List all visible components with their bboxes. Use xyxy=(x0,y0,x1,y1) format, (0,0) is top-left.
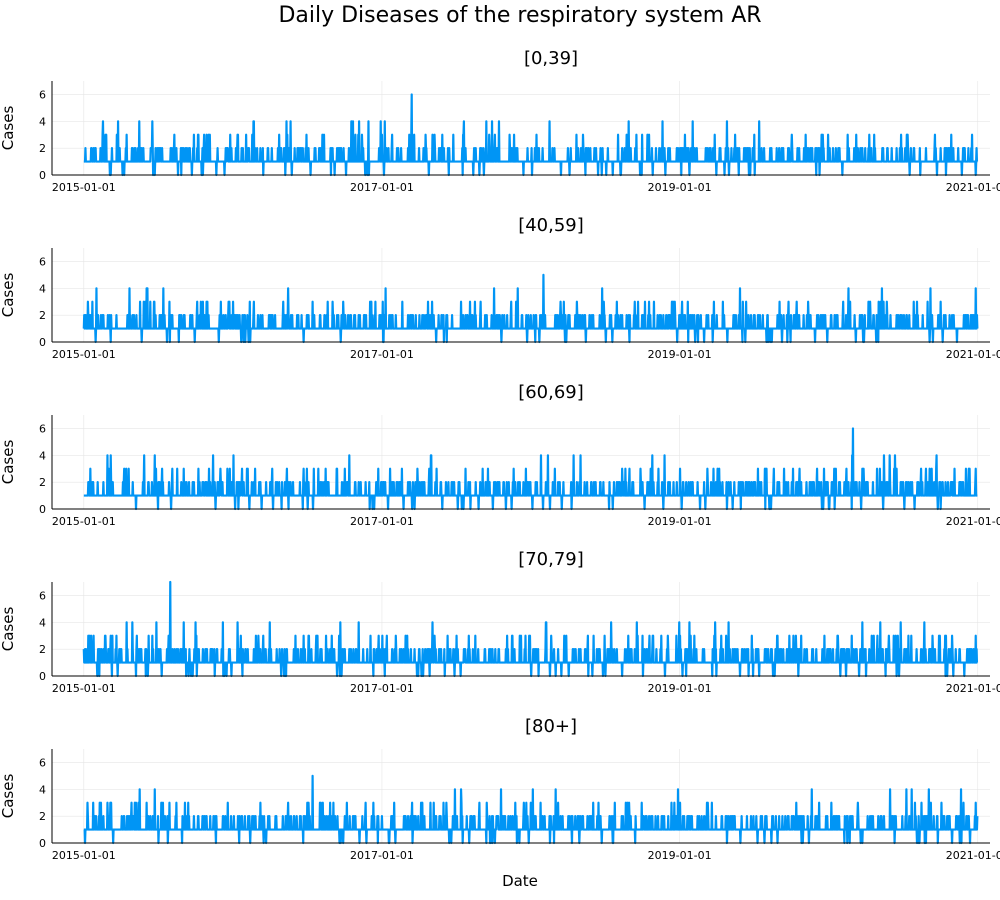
x-tick-label: 2019-01-01 xyxy=(648,682,712,695)
y-axis-label: Cases xyxy=(0,440,17,485)
panel-title: [0,39] xyxy=(524,48,578,69)
y-tick-label: 2 xyxy=(39,810,46,823)
y-axis-label: Cases xyxy=(0,106,17,151)
y-tick-label: 4 xyxy=(39,616,46,629)
x-tick-label: 2015-01-01 xyxy=(52,181,116,194)
x-tick-label: 2021-01-01 xyxy=(946,515,1000,528)
panel-1: [0,39] 0 2 4 6 2015-01-01 2017-01-01 2019-01-01… xyxy=(0,48,1000,194)
y-tick-label: 4 xyxy=(39,449,46,462)
x-tick-label: 2017-01-01 xyxy=(350,849,414,862)
x-tick-label: 2019-01-01 xyxy=(648,515,712,528)
series-line xyxy=(82,580,979,678)
y-tick-label: 4 xyxy=(39,282,46,295)
x-tick-label: 2021-01-01 xyxy=(946,849,1000,862)
y-tick-label: 6 xyxy=(39,756,46,769)
panel-title: [80+] xyxy=(525,716,577,737)
y-tick-label: 2 xyxy=(39,142,46,155)
y-tick-label: 6 xyxy=(39,255,46,268)
series-line xyxy=(83,774,979,845)
panel-4: [70,79] 0 2 4 6 2015-01-01 2017-01-01 2019-01-0… xyxy=(0,549,1000,695)
panel-title: [60,69] xyxy=(518,382,584,403)
y-tick-label: 2 xyxy=(39,309,46,322)
x-tick-label: 2015-01-01 xyxy=(52,515,116,528)
y-tick-label: 6 xyxy=(39,589,46,602)
panel-2: [40,59] 0 2 4 6 2015-01-01 2017-01-01 2019-01-0… xyxy=(0,215,1000,361)
y-tick-label: 6 xyxy=(39,88,46,101)
panel-3: [60,69] 0 2 4 6 2015-01-01 2017-01-01 2019-01-0… xyxy=(0,382,1000,528)
y-tick-label: 4 xyxy=(39,783,46,796)
y-tick-label: 2 xyxy=(39,476,46,489)
y-tick-label: 0 xyxy=(39,336,46,349)
y-axis-label: Cases xyxy=(0,607,17,652)
x-tick-label: 2015-01-01 xyxy=(52,849,116,862)
x-tick-label: 2019-01-01 xyxy=(648,181,712,194)
x-tick-label: 2021-01-01 xyxy=(946,682,1000,695)
y-tick-label: 0 xyxy=(39,503,46,516)
x-tick-label: 2019-01-01 xyxy=(648,849,712,862)
x-tick-label: 2017-01-01 xyxy=(350,682,414,695)
x-tick-label: 2017-01-01 xyxy=(350,181,414,194)
x-axis-label: Date xyxy=(502,872,538,890)
x-tick-label: 2021-01-01 xyxy=(946,348,1000,361)
series-line xyxy=(83,93,979,177)
x-tick-label: 2015-01-01 xyxy=(52,348,116,361)
y-axis-label: Cases xyxy=(0,273,17,318)
y-tick-label: 0 xyxy=(39,670,46,683)
chart-title: Daily Diseases of the respiratory system… xyxy=(278,3,761,28)
x-tick-label: 2017-01-01 xyxy=(350,515,414,528)
x-tick-label: 2019-01-01 xyxy=(648,348,712,361)
panel-5: [80+] 0 2 4 6 2015-01-01 2017-01-01 2019-01-01 2… xyxy=(0,716,1000,862)
panel-title: [40,59] xyxy=(518,215,584,236)
y-tick-label: 2 xyxy=(39,643,46,656)
y-tick-label: 6 xyxy=(39,422,46,435)
y-tick-label: 0 xyxy=(39,837,46,850)
x-tick-label: 2015-01-01 xyxy=(52,682,116,695)
y-tick-label: 4 xyxy=(39,115,46,128)
y-tick-label: 0 xyxy=(39,169,46,182)
panel-title: [70,79] xyxy=(518,549,584,570)
y-axis-label: Cases xyxy=(0,774,17,819)
x-tick-label: 2017-01-01 xyxy=(350,348,414,361)
panels: [0,39] 0 2 4 6 2015-01-01 2017-01-01 2019-01-01… xyxy=(0,48,1000,862)
x-tick-label: 2021-01-01 xyxy=(946,181,1000,194)
series-line xyxy=(82,273,979,344)
series-line xyxy=(83,427,979,511)
